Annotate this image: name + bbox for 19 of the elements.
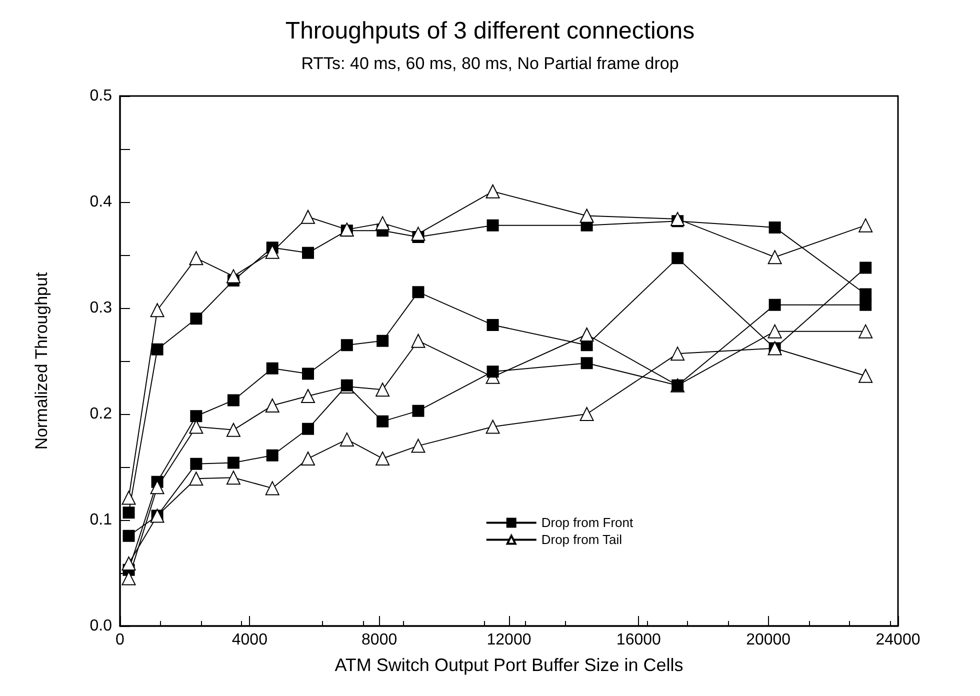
x-tick-label: 20000 [746,632,791,648]
chart-subtitle: RTTs: 40 ms, 60 ms, 80 ms, No Partial frame drop [301,54,679,73]
x-tick-label: 8000 [362,632,398,648]
y-tick-label: 0.2 [90,406,112,422]
y-tick-label: 0.0 [90,618,112,634]
legend-label: Drop from Tail [541,532,622,548]
x-tick-label: 16000 [616,632,662,648]
y-tick-label: 0.1 [90,512,112,528]
y-tick-label: 0.5 [90,88,112,104]
y-axis-title: Normalized Throughput [32,272,51,450]
legend-label: Drop from Front [541,515,634,530]
x-axis-title: ATM Switch Output Port Buffer Size in Cells [334,655,684,675]
x-tick-label: 24000 [876,632,920,648]
chart-title: Throughputs of 3 different connections [285,18,695,44]
y-tick-label: 0.3 [90,300,112,316]
x-tick-label: 12000 [486,632,532,648]
y-tick-label: 0.4 [90,194,112,210]
x-tick-label: 0 [116,632,125,648]
x-tick-label: 4000 [232,632,268,648]
